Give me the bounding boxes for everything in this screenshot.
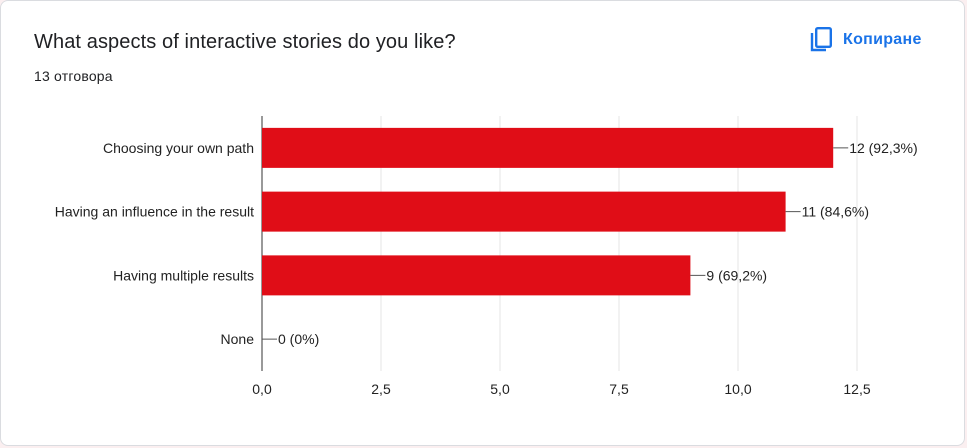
x-tick-label: 2,5	[371, 381, 391, 397]
x-tick-label: 7,5	[609, 381, 629, 397]
response-count: 13 отговора	[34, 68, 113, 84]
bar	[262, 191, 786, 232]
x-tick-label: 10,0	[724, 381, 751, 397]
data-label: 12 (92,3%)	[849, 140, 917, 156]
category-label: Having multiple results	[113, 267, 254, 283]
category-label: Choosing your own path	[103, 140, 254, 156]
copy-icon	[809, 27, 833, 53]
question-title: What aspects of interactive stories do y…	[34, 31, 456, 53]
data-label: 11 (84,6%)	[802, 204, 869, 220]
x-tick-label: 5,0	[490, 381, 510, 397]
bar	[262, 255, 691, 296]
data-label: 0 (0%)	[278, 331, 319, 347]
data-label: 9 (69,2%)	[706, 267, 767, 283]
category-label: Having an influence in the result	[55, 204, 254, 220]
x-tick-label: 0,0	[252, 381, 272, 397]
category-label: None	[221, 331, 255, 347]
bar	[262, 127, 834, 168]
copy-button-label: Копиране	[843, 31, 922, 48]
copy-button[interactable]: Копиране	[801, 21, 930, 59]
x-tick-label: 12,5	[843, 381, 870, 397]
